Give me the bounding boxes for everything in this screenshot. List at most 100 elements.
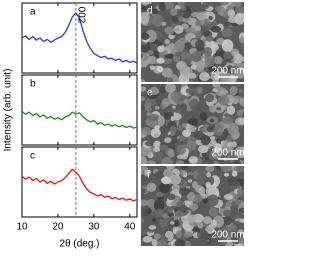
grain — [165, 84, 176, 93]
xrd-curve — [21, 168, 138, 202]
sem-image — [141, 84, 244, 164]
grain — [195, 39, 205, 51]
x-tick-label: 30 — [88, 222, 100, 233]
grain — [235, 6, 244, 14]
grain — [227, 9, 236, 18]
grain — [240, 218, 244, 224]
grain — [170, 116, 175, 122]
grain — [219, 2, 230, 6]
grain — [189, 98, 200, 110]
grain — [188, 156, 199, 164]
grain — [141, 96, 146, 102]
grain — [200, 135, 211, 146]
plot-frame — [21, 2, 138, 74]
grain — [182, 129, 192, 137]
grain — [141, 16, 149, 26]
grain — [187, 179, 193, 183]
grain — [213, 84, 221, 90]
grain — [185, 88, 195, 94]
grain — [186, 140, 197, 150]
grain — [141, 66, 147, 72]
grain — [205, 93, 215, 103]
grain — [167, 242, 172, 246]
panel-label: e — [147, 88, 153, 99]
grain — [237, 109, 243, 117]
grain — [180, 166, 189, 171]
grain — [223, 51, 233, 59]
grain — [177, 2, 185, 7]
grain — [141, 86, 147, 92]
grain — [187, 72, 197, 79]
grain — [226, 135, 233, 143]
grain — [142, 53, 147, 57]
grain — [230, 2, 242, 8]
grain — [153, 199, 165, 212]
grain — [221, 28, 233, 38]
grain — [214, 56, 223, 65]
grain — [208, 66, 218, 73]
grain — [158, 2, 166, 11]
grain — [141, 79, 146, 82]
grain — [153, 133, 159, 137]
grain — [158, 86, 167, 94]
grain — [174, 210, 184, 218]
sem-image — [141, 2, 244, 82]
grain — [209, 146, 215, 152]
grain — [205, 185, 216, 197]
grain — [185, 27, 196, 34]
grain — [196, 173, 207, 185]
grain — [208, 207, 219, 217]
grain — [175, 51, 182, 58]
figure: a 002 b Intensity (arb. unit) 10 20 30 40 c 2θ (d… — [3, 2, 245, 250]
grain — [208, 16, 213, 21]
grain — [227, 122, 239, 136]
x-tick-label: 20 — [52, 222, 64, 233]
grain — [144, 169, 152, 175]
grain — [193, 60, 205, 73]
grain — [159, 144, 169, 151]
grain — [188, 79, 193, 82]
grain — [179, 51, 190, 61]
panel-label: c — [30, 151, 35, 162]
grain — [167, 193, 176, 201]
grain — [141, 103, 145, 111]
grain — [141, 199, 148, 207]
grain — [220, 154, 228, 159]
grain — [187, 214, 197, 223]
grain — [178, 187, 190, 196]
grain — [203, 216, 212, 224]
grain — [205, 166, 215, 173]
grain — [236, 188, 244, 197]
grain — [229, 225, 238, 232]
grain — [156, 16, 163, 23]
grain — [222, 209, 232, 217]
grain — [144, 102, 152, 108]
grain — [146, 112, 152, 116]
grain — [165, 53, 174, 59]
grain — [233, 40, 239, 46]
grain — [181, 84, 186, 88]
grain — [239, 97, 244, 107]
scale-bar-label: 200 nm — [211, 148, 244, 159]
grain — [235, 166, 244, 174]
grain — [206, 172, 212, 178]
grain — [176, 125, 184, 131]
grain — [154, 170, 166, 179]
panel-label: b — [30, 79, 36, 90]
grain — [161, 21, 167, 26]
grain — [145, 160, 156, 164]
grain — [210, 25, 222, 33]
grain — [234, 199, 242, 205]
grain — [156, 57, 165, 64]
grain — [164, 137, 172, 144]
grain — [178, 16, 183, 22]
peak-annotation: 002 — [75, 7, 86, 24]
grain — [166, 166, 175, 170]
grain — [235, 214, 241, 219]
grain — [163, 168, 174, 179]
grain — [167, 212, 175, 217]
grain — [149, 86, 159, 96]
grain — [183, 231, 194, 238]
grain — [189, 203, 199, 211]
grain — [238, 207, 244, 214]
